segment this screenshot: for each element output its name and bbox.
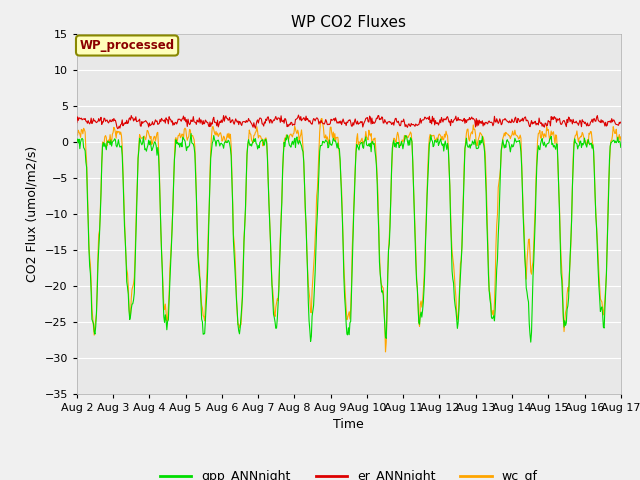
Text: WP_processed: WP_processed xyxy=(79,39,175,52)
Title: WP CO2 Fluxes: WP CO2 Fluxes xyxy=(291,15,406,30)
Legend: gpp_ANNnight, er_ANNnight, wc_gf: gpp_ANNnight, er_ANNnight, wc_gf xyxy=(155,465,543,480)
Y-axis label: CO2 Flux (umol/m2/s): CO2 Flux (umol/m2/s) xyxy=(26,145,38,282)
X-axis label: Time: Time xyxy=(333,418,364,431)
